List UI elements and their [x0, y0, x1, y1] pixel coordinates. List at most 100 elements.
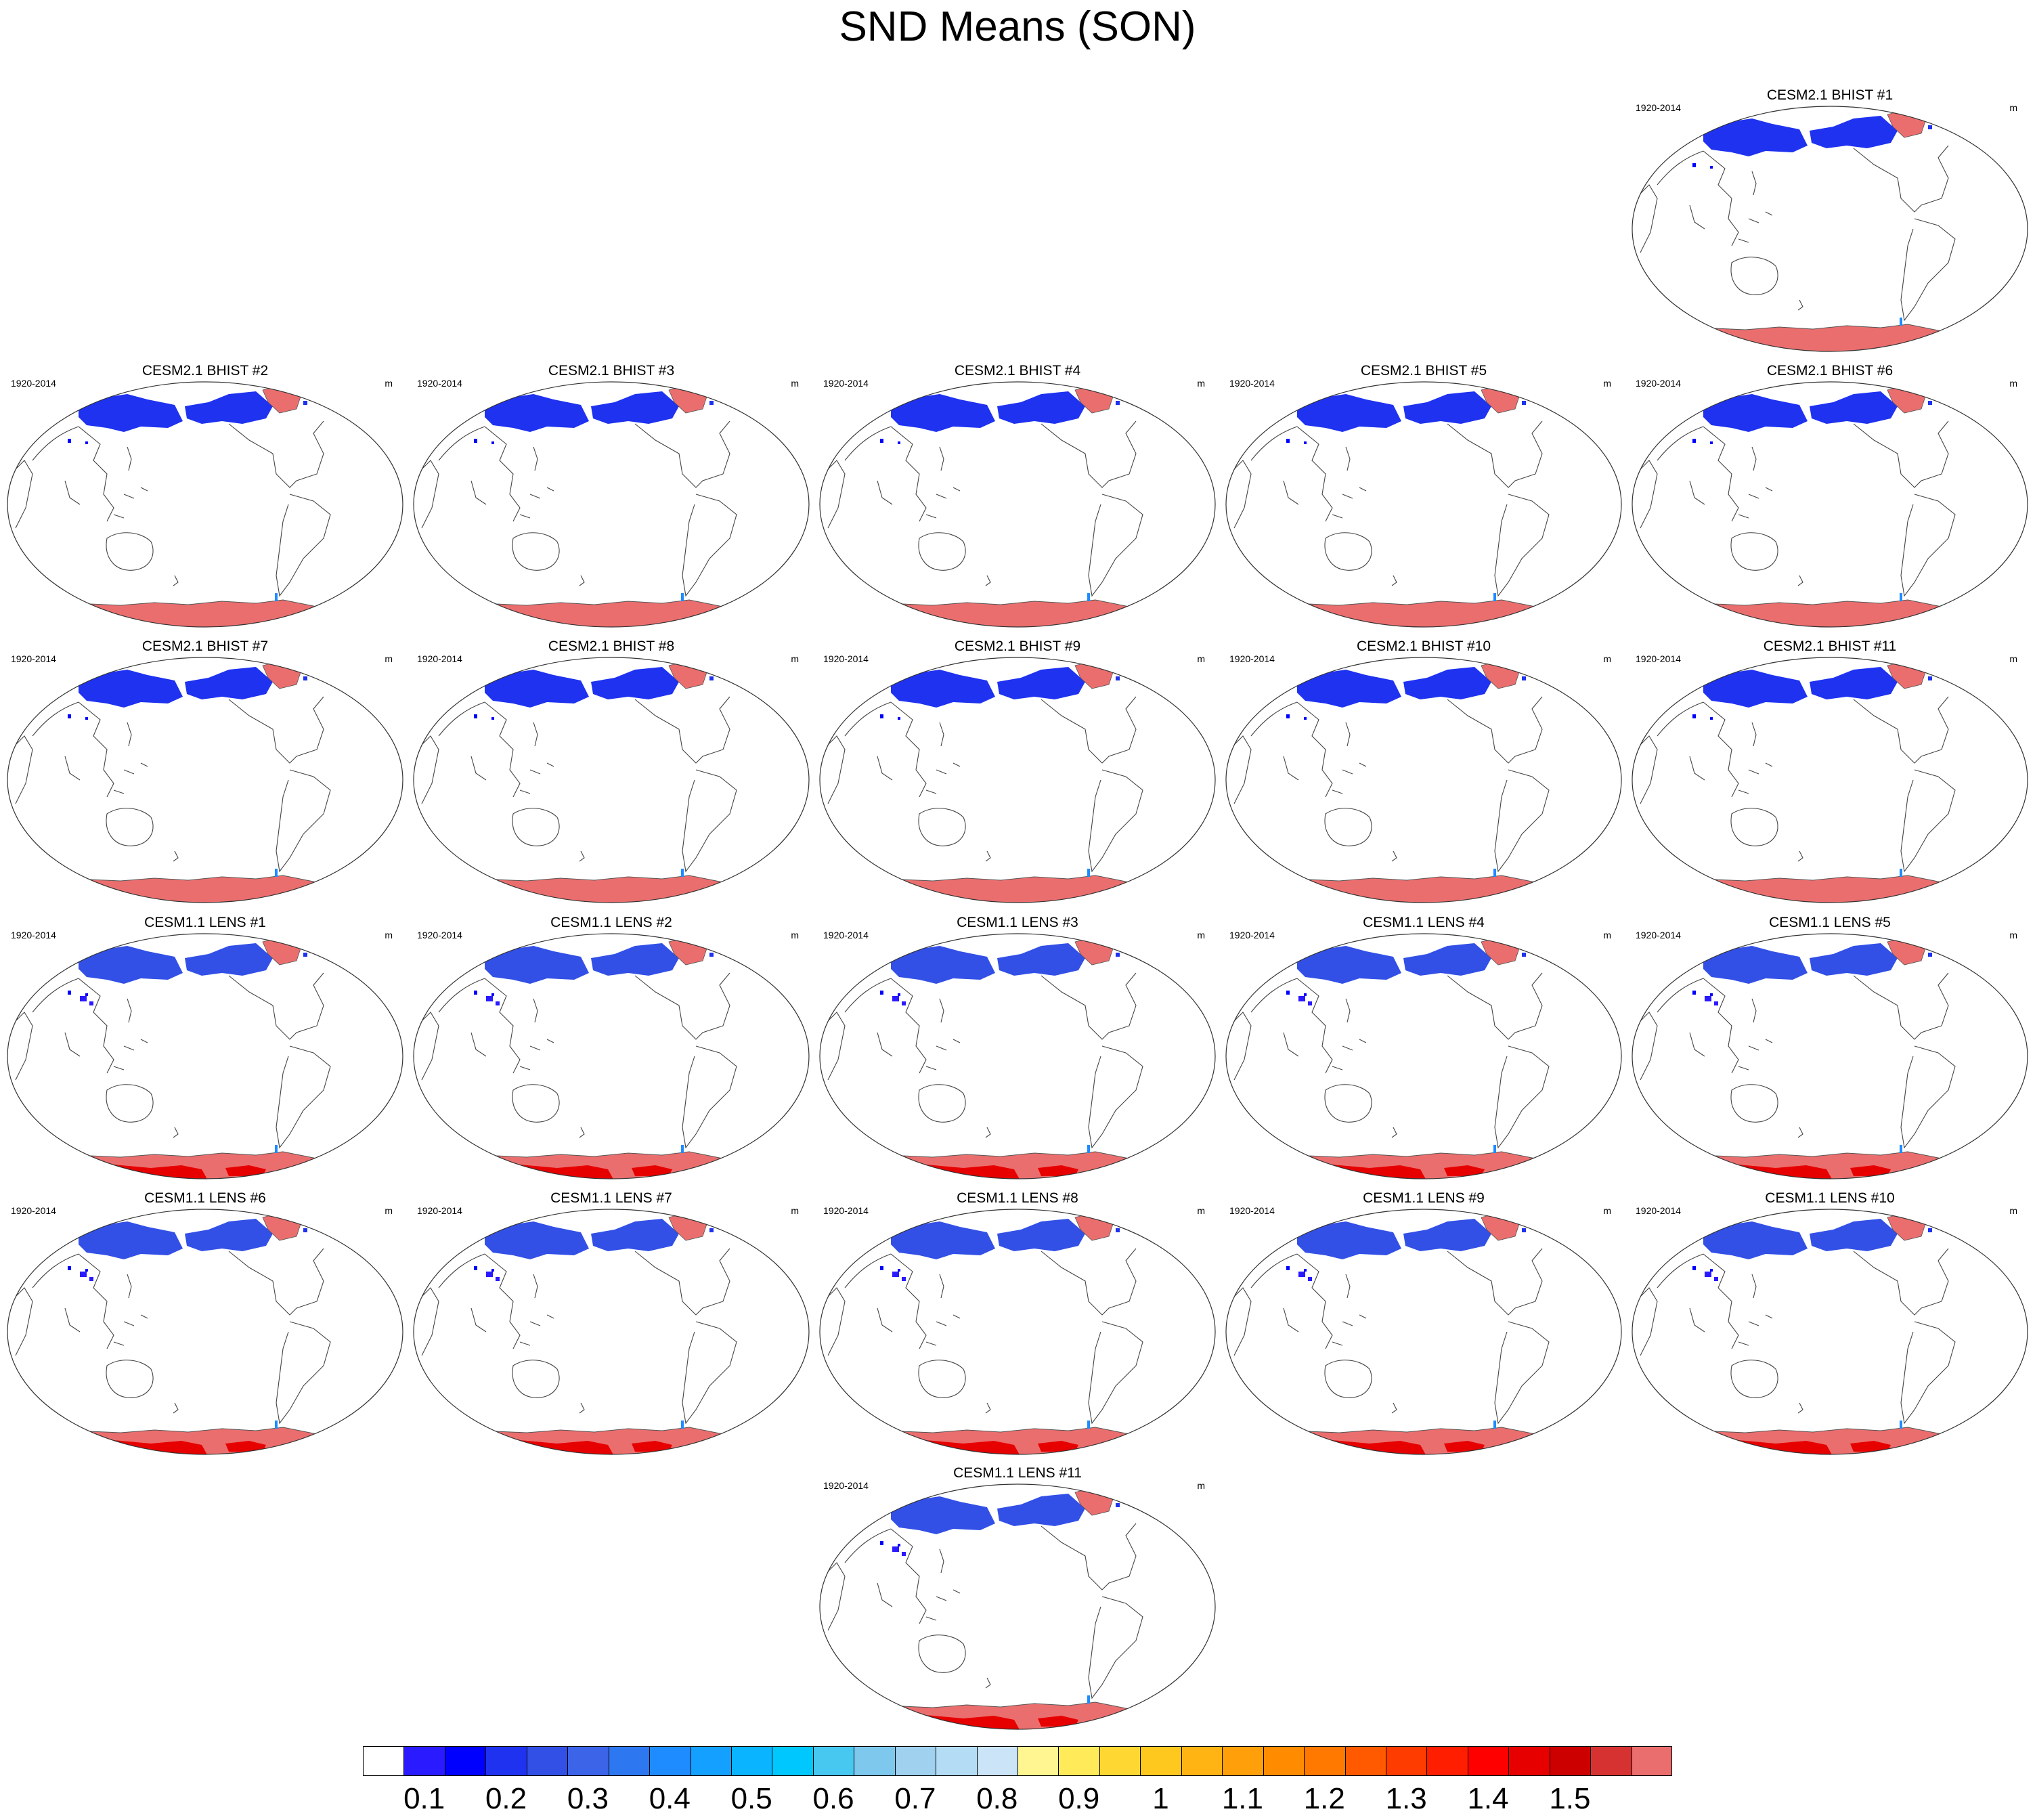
africa-coast: [1635, 460, 1658, 529]
map-panel: CESM2.1 BHIST #8 1920-2014 m: [412, 638, 811, 905]
australia-coast: [1324, 1360, 1372, 1398]
panel-period-label: 1920-2014: [1636, 653, 1681, 664]
map-panel: CESM1.1 LENS #6 1920-2014 m: [5, 1190, 405, 1457]
south-america-coast: [276, 769, 331, 873]
panel-title: CESM2.1 BHIST #9: [954, 638, 1081, 654]
north-america-snow: [1403, 667, 1491, 699]
south-america-coast: [682, 494, 737, 597]
australia-coast: [1730, 257, 1778, 295]
map-globe: [413, 933, 810, 1179]
map-panel: CESM1.1 LENS #8 1920-2014 m: [818, 1190, 1217, 1457]
africa-coast: [1635, 1012, 1658, 1081]
panel-title: CESM1.1 LENS #10: [1765, 1190, 1895, 1206]
colorbar-cell: [1508, 1746, 1550, 1776]
islands: [1738, 211, 1773, 243]
map-panel: CESM2.1 BHIST #4 1920-2014 m: [818, 362, 1217, 630]
eurasia-snow: [1703, 394, 1808, 432]
map-panel: CESM2.1 BHIST #2 1920-2014 m: [5, 362, 405, 630]
map-globe: [819, 657, 1216, 903]
map-panel: CESM1.1 LENS #9 1920-2014 m: [1224, 1190, 1623, 1457]
australia-coast: [512, 1084, 560, 1123]
asia-coast: [1250, 978, 1333, 1074]
islands: [925, 762, 961, 794]
north-america-coast: [1447, 972, 1543, 1040]
panel-units-label: m: [791, 930, 799, 940]
nz-coast: [579, 1402, 585, 1414]
africa-coast: [823, 735, 846, 804]
north-america-coast: [634, 972, 730, 1040]
panel-period-label: 1920-2014: [417, 653, 462, 664]
globe-outline: [819, 1209, 1216, 1455]
north-america-snow: [1403, 1219, 1491, 1251]
colorbar-cell: [730, 1746, 772, 1776]
north-america-snow: [1810, 391, 1898, 424]
asia-coast: [32, 978, 114, 1074]
globe-outline: [1225, 1209, 1622, 1455]
nz-coast: [985, 1127, 991, 1138]
panel-period-label: 1920-2014: [11, 653, 56, 664]
japan-coast: [1345, 1274, 1351, 1299]
north-america-coast: [634, 420, 730, 488]
panel-period-label: 1920-2014: [823, 378, 869, 389]
japan-coast: [1751, 171, 1757, 196]
nz-coast: [579, 850, 585, 862]
japan-coast: [533, 998, 538, 1023]
map-panel: CESM1.1 LENS #2 1920-2014 m: [412, 914, 811, 1182]
australia-coast: [512, 532, 560, 571]
north-america-coast: [1041, 1248, 1137, 1316]
nz-coast: [1391, 850, 1397, 862]
panel-title: CESM2.1 BHIST #4: [954, 363, 1081, 378]
map-panel: CESM1.1 LENS #11 1920-2014 m: [818, 1465, 1217, 1732]
colorbar-cell: [1222, 1746, 1263, 1776]
africa-coast: [1229, 1287, 1252, 1356]
japan-coast: [939, 1548, 944, 1574]
north-america-coast: [1853, 1248, 1949, 1316]
map-globe: [413, 381, 810, 628]
nz-coast: [173, 1402, 179, 1414]
map-panel: CESM2.1 BHIST #9 1920-2014 m: [818, 638, 1217, 905]
asia-coast: [438, 1253, 521, 1349]
north-america-coast: [634, 696, 730, 764]
north-america-snow: [997, 1494, 1085, 1526]
colorbar-cell: [976, 1746, 1018, 1776]
colorbar-tick-label: 1.2: [1303, 1782, 1345, 1815]
islands: [1332, 487, 1367, 519]
north-america-snow: [591, 943, 679, 976]
map-globe: [413, 1209, 810, 1455]
north-america-snow: [185, 391, 273, 424]
map-panel: CESM2.1 BHIST #7 1920-2014 m: [5, 638, 405, 905]
asia-coast: [32, 426, 114, 522]
japan-coast: [127, 1274, 132, 1299]
colorbar-cell: [1263, 1746, 1305, 1776]
colorbar-cell: [1181, 1746, 1223, 1776]
islands: [113, 1039, 148, 1070]
colorbar-tick-label: 0.2: [485, 1782, 527, 1815]
colorbar-cell: [1099, 1746, 1141, 1776]
panel-title: CESM2.1 BHIST #1: [1766, 87, 1894, 103]
map-globe: [1225, 657, 1622, 903]
north-america-coast: [1853, 972, 1949, 1040]
japan-coast: [533, 722, 538, 747]
south-america-coast: [1494, 1045, 1550, 1149]
south-america-coast: [1900, 494, 1956, 597]
colorbar-tick-label: 0.9: [1058, 1782, 1100, 1815]
panel-title: CESM2.1 BHIST #2: [141, 363, 269, 378]
globe-outline: [7, 381, 403, 628]
north-america-coast: [1853, 420, 1949, 488]
map-globe: [819, 1483, 1216, 1730]
north-america-coast: [1447, 1248, 1543, 1316]
eurasia-snow: [485, 1221, 589, 1259]
japan-coast: [127, 722, 132, 747]
japan-coast: [1345, 722, 1351, 747]
map-globe: [1632, 657, 2028, 903]
colorbar-cell: [936, 1746, 977, 1776]
asia-coast: [1250, 701, 1333, 798]
panel-period-label: 1920-2014: [11, 930, 56, 940]
south-america-coast: [1900, 218, 1956, 322]
panel-title: CESM1.1 LENS #6: [144, 1190, 266, 1206]
nz-coast: [1797, 850, 1803, 862]
map-globe: [1225, 1209, 1622, 1455]
panel-units-label: m: [1197, 653, 1205, 664]
panel-period-label: 1920-2014: [417, 378, 462, 389]
panel-title: CESM2.1 BHIST #3: [548, 363, 675, 378]
